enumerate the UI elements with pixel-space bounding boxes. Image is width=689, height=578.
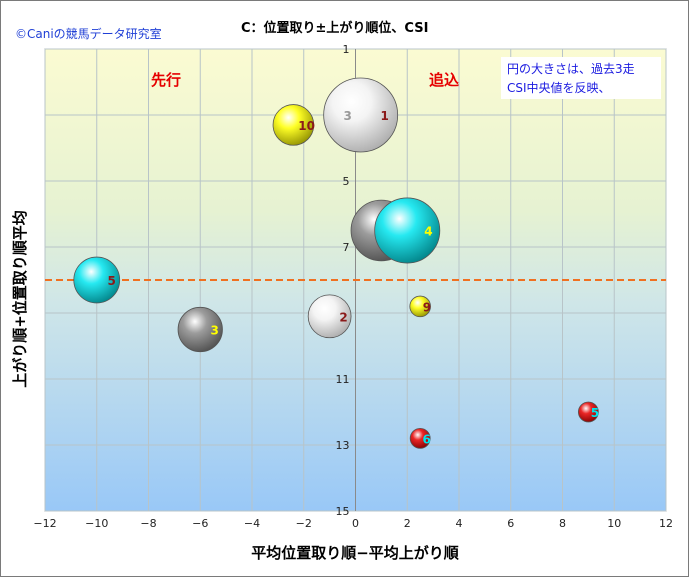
chart-title: C：位置取り±上がり順位、CSI [241,20,428,36]
x-tick-label: 8 [559,517,566,530]
bubble-series: 131074532956 [73,77,599,449]
region-label-left: 先行 [151,71,181,89]
bubble-label: 5 [107,274,115,288]
x-tick-label: −12 [33,517,56,530]
y-tick-label: 5 [343,175,350,188]
x-tick-label: −2 [296,517,312,530]
x-tick-label: 0 [352,517,359,530]
bubble-label: 2 [339,310,347,324]
x-tick-label: 2 [404,517,411,530]
x-tick-labels: −12 −10 −8 −6 −4 −2 0 2 4 6 8 10 12 [33,517,673,530]
y-axis-title: 上がり順+位置取り順平均 [11,210,29,388]
region-label-right: 追込 [429,71,459,89]
bubble-marker [307,294,352,339]
bubble-marker [272,104,315,146]
y-tick-label: 13 [336,439,350,452]
y-tick-label: 1 [343,43,350,56]
x-tick-label: −6 [192,517,208,530]
y-tick-label: 11 [336,373,350,386]
bubble-label: 5 [591,406,599,420]
bubble-marker [177,306,223,353]
bubble-label: 3 [211,324,219,338]
x-tick-label: 12 [659,517,673,530]
x-tick-label: −4 [244,517,260,530]
bubble-marker [577,401,599,423]
x-tick-label: −8 [140,517,156,530]
bubble-marker [73,256,121,304]
bubble-marker [374,197,441,264]
note-line-2: CSI中央値を反映、 [507,80,611,95]
x-tick-label: −10 [85,517,108,530]
note-box [501,57,661,99]
y-tick-label: 7 [343,241,350,254]
y-tick-label: 15 [336,505,350,518]
bubble-marker [409,428,431,449]
bubble-label: 4 [424,225,432,239]
x-tick-label: 10 [607,517,621,530]
note-line-1: 円の大きさは、過去3走 [507,62,635,76]
x-tick-label: 6 [507,517,514,530]
x-axis-title: 平均位置取り順−平均上がり順 [251,544,460,562]
credit-text: ©Caniの競馬データ研究室 [15,26,162,41]
bubble-label: 6 [423,432,431,446]
bubble-label: 1 [381,109,389,123]
bubble-label: 3 [344,109,352,123]
x-tick-label: 4 [456,517,463,530]
bubble-label: 10 [298,119,315,133]
bubble-marker [323,77,399,153]
bubble-label: 9 [423,300,431,314]
bubble-marker [409,295,431,318]
